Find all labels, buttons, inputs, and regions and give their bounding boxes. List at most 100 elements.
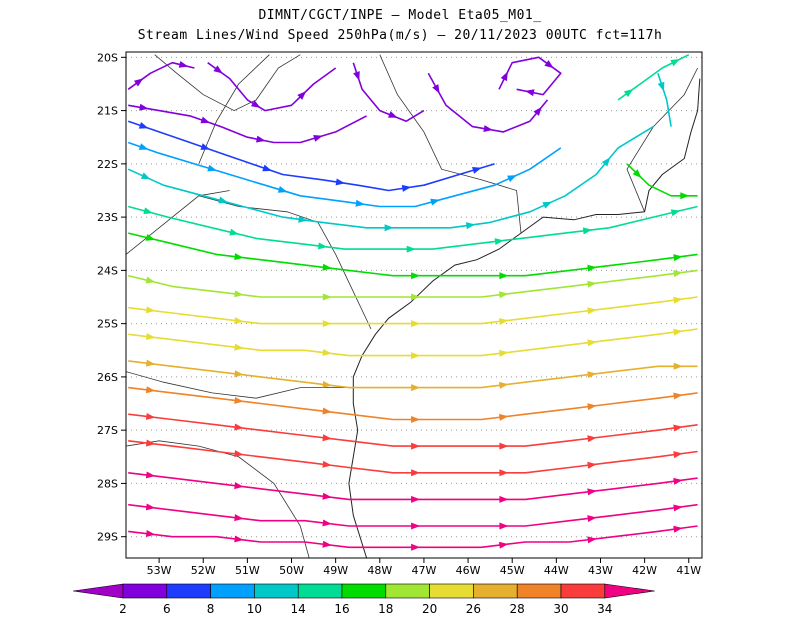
- streamline: [128, 232, 698, 277]
- lat-tick-label: 20S: [97, 51, 118, 64]
- streamline-arrow: [200, 143, 211, 150]
- streamline: [626, 163, 698, 197]
- streamline-arrow: [313, 135, 323, 142]
- chart-title-line2: Stream Lines/Wind Speed 250hPa(m/s) – 20…: [137, 28, 663, 43]
- state-border: [626, 67, 698, 212]
- streamline: [128, 503, 698, 527]
- streamline-arrow: [145, 471, 156, 479]
- streamline-arrow: [138, 143, 149, 150]
- streamline-arrow: [499, 349, 509, 357]
- streamline-arrow: [234, 514, 244, 522]
- streamline-arrow: [587, 488, 597, 496]
- streamline-arrow: [138, 121, 149, 129]
- streamline-arrow: [411, 522, 421, 530]
- streamline-arrow: [499, 541, 509, 549]
- streamline-arrow: [673, 477, 683, 485]
- streamline-arrow: [255, 135, 266, 143]
- streamline-arrow: [322, 519, 332, 527]
- lon-tick-label: 47W: [411, 564, 436, 577]
- streamline-arrow: [234, 370, 244, 378]
- lat-tick-label: 26S: [97, 371, 118, 384]
- streamline-arrow: [432, 84, 440, 94]
- streamline-arrow: [623, 88, 634, 98]
- streamline-arrow: [318, 242, 328, 250]
- wind-speed-colorbar: 2 6 8 10 14 16 18 20 26 28 30 34: [72, 583, 655, 616]
- state-border: [379, 54, 522, 234]
- streamline-arrow: [430, 198, 440, 206]
- lat-tick-label: 27S: [97, 424, 118, 437]
- streamline-arrow: [145, 439, 156, 447]
- streamline-arrow: [587, 515, 597, 523]
- streamline-arrow: [322, 540, 332, 548]
- latitude-labels: 20S 21S 22S 23S 24S 25S 26S 27S 28S 29S: [97, 51, 126, 544]
- streamline-arrow: [499, 291, 509, 299]
- state-border: [126, 371, 354, 399]
- streamline-arrow: [234, 450, 244, 458]
- streamline-arrow: [298, 215, 308, 223]
- streamline-arrow: [322, 434, 332, 442]
- streamline-arrow: [483, 125, 493, 132]
- streamline-arrow: [499, 381, 509, 389]
- state-border: [198, 54, 270, 165]
- lat-tick-label: 29S: [97, 531, 118, 544]
- streamline-arrow: [680, 192, 690, 200]
- streamline-arrow: [587, 371, 597, 379]
- lat-tick-label: 24S: [97, 264, 118, 277]
- lat-tick-label: 25S: [97, 318, 118, 331]
- chart-title-line1: DIMNT/CGCT/INPE – Model Eta05_M01_: [258, 8, 542, 23]
- streamline-arrow: [542, 201, 553, 209]
- streamline-arrow: [133, 78, 144, 87]
- colorbar-segment: [210, 583, 255, 599]
- colorbar-label: 28: [510, 602, 525, 616]
- streamline-arrow: [657, 81, 665, 92]
- streamline-arrow: [139, 103, 149, 111]
- streamline-arrow: [632, 169, 642, 178]
- streamline-arrow: [670, 59, 680, 67]
- streamline-arrow: [322, 320, 332, 328]
- streamline-arrow: [673, 392, 683, 400]
- streamline-arrow: [145, 306, 156, 314]
- colorbar-segment: [560, 583, 606, 599]
- streamline-arrow: [145, 333, 156, 340]
- colorbar-label: 14: [291, 602, 306, 616]
- streamline-arrow: [322, 407, 332, 415]
- streamline-arrow: [500, 71, 508, 82]
- colorbar-label: 2: [119, 602, 127, 616]
- streamline-arrow: [178, 60, 189, 68]
- streamline-arrow: [499, 272, 509, 280]
- streamline-arrow: [384, 224, 394, 232]
- streamline-arrow: [587, 461, 597, 469]
- lon-tick-label: 49W: [323, 564, 348, 577]
- streamline-arrow: [411, 416, 421, 423]
- streamline-arrow: [234, 290, 244, 298]
- streamline-arrow: [411, 272, 421, 280]
- longitude-labels: 53W 52W 51W 50W 49W 48W 47W 46W 45W 44W 43W 42W 41W: [147, 558, 701, 577]
- streamline: [657, 73, 672, 127]
- streamline-arrow: [673, 504, 683, 512]
- streamline-arrow: [234, 423, 244, 431]
- streamline-arrow: [499, 413, 509, 421]
- colorbar-segment: [516, 583, 562, 599]
- streamline: [352, 62, 425, 122]
- colorbar-segment: [429, 583, 474, 599]
- streamline-arrow: [145, 412, 156, 420]
- streamline-arrow: [499, 469, 509, 477]
- colorbar-min-arrow: [72, 583, 124, 599]
- lon-tick-label: 48W: [367, 564, 392, 577]
- streamline-arrow: [322, 263, 332, 271]
- streamline-arrow: [533, 106, 542, 116]
- streamline-arrow: [411, 352, 421, 360]
- streamline-arrow: [145, 530, 156, 537]
- streamline-arrow: [250, 100, 261, 108]
- streamline-arrow: [335, 178, 346, 186]
- streamline-arrow: [387, 111, 398, 118]
- streamline: [128, 296, 698, 325]
- streamline-arrow: [587, 435, 597, 443]
- streamline-arrow: [670, 209, 681, 217]
- colorbar-segment: [122, 583, 168, 599]
- colorbar-label: 8: [207, 602, 215, 616]
- streamline-arrow: [411, 543, 421, 551]
- colorbar-segment: [254, 583, 299, 599]
- streamline: [128, 386, 698, 421]
